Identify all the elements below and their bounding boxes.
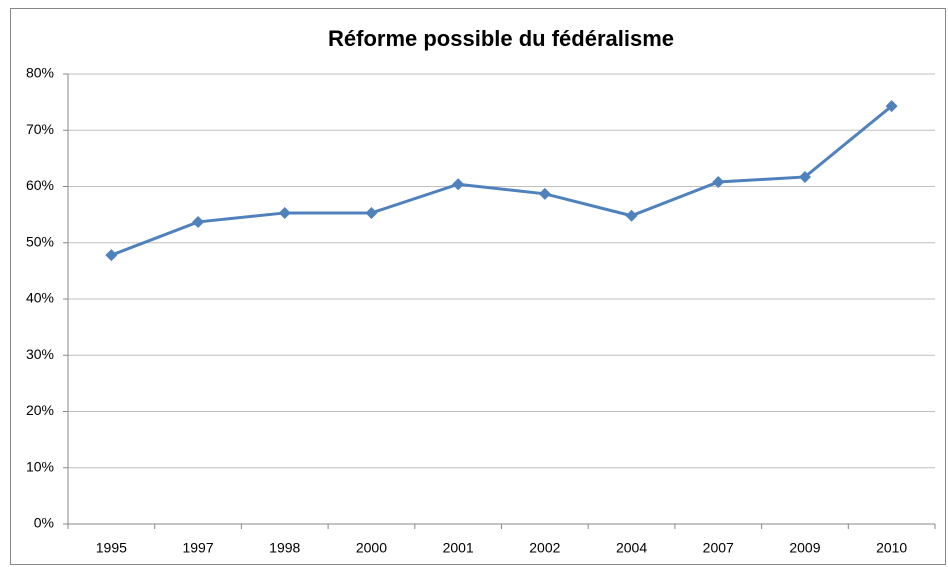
x-tick-label: 1995 (96, 540, 127, 556)
marker (105, 249, 118, 262)
y-tick-label: 20% (26, 402, 54, 418)
line (110, 104, 893, 257)
x-tick-label: 2001 (443, 540, 474, 556)
y-tick-label: 50% (26, 233, 54, 249)
marker (192, 215, 205, 228)
marker (885, 100, 898, 113)
marker (452, 178, 465, 191)
x-tick-label: 2010 (876, 540, 907, 556)
y-tick-label: 40% (26, 290, 54, 306)
marker (625, 209, 638, 222)
x-tick-label: 2002 (529, 540, 560, 556)
y-tick-label: 80% (26, 65, 54, 81)
y-tick-label: 60% (26, 177, 54, 193)
x-tick-label: 2007 (703, 540, 734, 556)
y-tick-label: 10% (26, 458, 54, 474)
x-tick-label: 2009 (789, 540, 820, 556)
marker (798, 170, 811, 183)
marker (365, 206, 378, 219)
x-tick-label: 1997 (182, 540, 213, 556)
y-tick-label: 70% (26, 121, 54, 137)
marker (712, 176, 725, 188)
y-tick-label: 0% (34, 515, 54, 531)
marker (538, 187, 551, 200)
x-tick-label: 2004 (616, 540, 647, 556)
chart-title: Réforme possible du fédéralisme (328, 26, 674, 51)
x-tick-label: 1998 (269, 540, 300, 556)
chart-frame (10, 8, 946, 565)
x-tick-label: 2000 (356, 540, 387, 556)
marker (278, 206, 291, 219)
y-tick-label: 30% (26, 346, 54, 362)
